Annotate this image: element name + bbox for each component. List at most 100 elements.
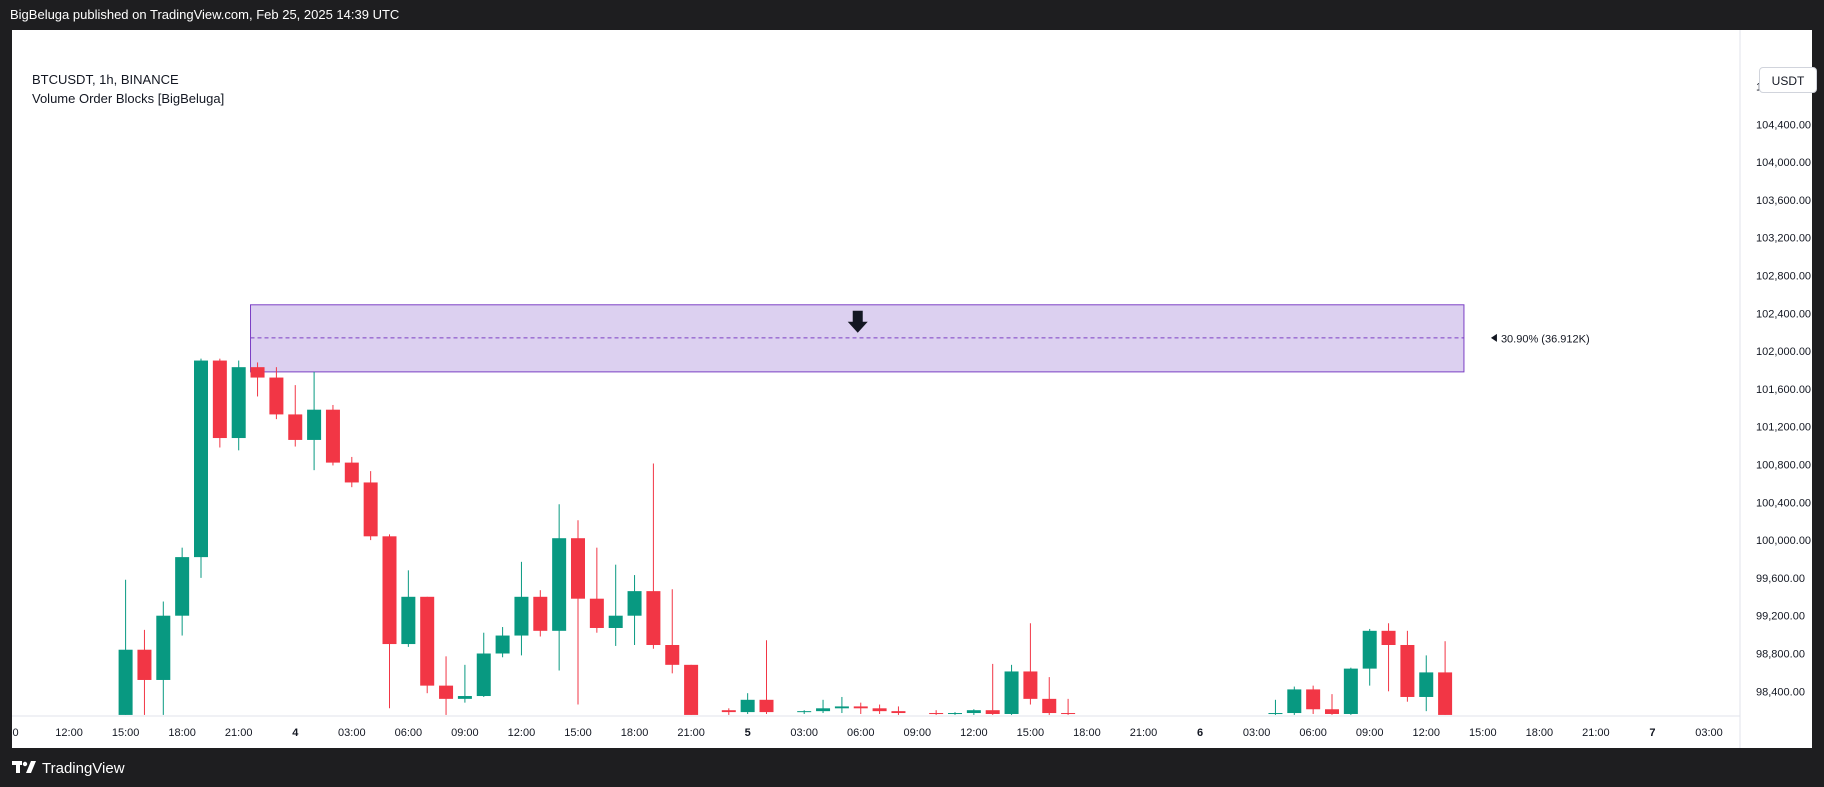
time-tick-label: 7 — [1649, 727, 1655, 739]
time-tick-label: 15:00 — [1469, 727, 1497, 739]
candle-body — [552, 538, 567, 631]
candle-body — [1362, 630, 1377, 669]
currency-button[interactable]: USDT — [1759, 67, 1817, 93]
indicator-label[interactable]: Volume Order Blocks [BigBeluga] — [32, 91, 225, 106]
candle-body — [1061, 713, 1076, 715]
candle-body — [118, 649, 133, 715]
time-tick-label: 21:00 — [677, 727, 705, 739]
candle-body — [382, 536, 397, 645]
price-tick-label: 102,800.00 — [1756, 271, 1811, 283]
time-tick-label: 15:00 — [1017, 727, 1045, 739]
price-tick-label: 98,800.00 — [1756, 649, 1805, 661]
price-tick-label: 100,000.00 — [1756, 535, 1811, 547]
price-tick-label: 101,200.00 — [1756, 422, 1811, 434]
price-tick-label: 104,400.00 — [1756, 119, 1811, 131]
time-tick-label: 6 — [1197, 727, 1203, 739]
time-tick-label: 4 — [292, 727, 299, 739]
candle-body — [571, 538, 585, 599]
candle-body — [231, 367, 246, 439]
price-tick-label: 99,600.00 — [1756, 573, 1805, 585]
candle-body — [1325, 709, 1339, 714]
candle-body — [514, 596, 529, 636]
candle-body — [420, 596, 435, 686]
publish-header: BigBeluga published on TradingView.com, … — [0, 0, 1824, 30]
price-tick-label: 104,000.00 — [1756, 157, 1811, 169]
candle-body — [1287, 689, 1302, 714]
time-tick-label: 18:00 — [168, 727, 196, 739]
candle-body — [759, 699, 774, 713]
price-tick-label: 100,800.00 — [1756, 460, 1811, 472]
candle-body — [608, 615, 623, 628]
time-tick-label: 06:00 — [395, 727, 423, 739]
candle-body — [589, 598, 604, 628]
time-tick-label: 03:00 — [1243, 727, 1271, 739]
time-tick-label: 06:00 — [847, 727, 875, 739]
candle-body — [872, 708, 887, 712]
time-tick-label: 03:00 — [790, 727, 818, 739]
candle-body — [929, 713, 944, 715]
candle-body — [325, 409, 340, 463]
time-tick-label: 18:00 — [1073, 727, 1101, 739]
candle-body — [721, 710, 736, 713]
time-tick-label: 5 — [745, 727, 751, 739]
label-pointer-icon — [1490, 333, 1497, 342]
candle-body — [269, 377, 284, 415]
candle-body — [288, 414, 303, 440]
time-tick-label: 21:00 — [1130, 727, 1158, 739]
time-tick-label: 12:00 — [508, 727, 536, 739]
symbol-label[interactable]: BTCUSDT, 1h, BINANCE — [32, 72, 179, 87]
candle-body — [684, 664, 699, 715]
candle-body — [250, 367, 265, 378]
candle-body — [212, 360, 227, 439]
price-tick-label: 103,600.00 — [1756, 195, 1811, 207]
time-tick-label: 15:00 — [112, 727, 140, 739]
candle-body — [1381, 630, 1396, 645]
candle-body — [307, 409, 322, 440]
candle-body — [1023, 671, 1038, 699]
candle-body — [665, 644, 680, 665]
candle-body — [966, 710, 981, 714]
time-tick-label: 12:00 — [960, 727, 988, 739]
time-tick-label: 09:00 — [1356, 727, 1384, 739]
candle-body — [740, 699, 755, 713]
candle-body — [476, 653, 491, 697]
footer-brand-text: TradingView — [42, 759, 125, 777]
price-tick-label: 101,600.00 — [1756, 384, 1811, 396]
candle-body — [344, 462, 359, 483]
candle-body — [1042, 698, 1057, 714]
price-tick-label: 102,000.00 — [1756, 346, 1811, 358]
candle-body — [985, 710, 1000, 714]
candle-body — [1268, 713, 1283, 715]
time-tick-label: 00 — [12, 727, 19, 739]
price-tick-label: 103,200.00 — [1756, 233, 1811, 245]
down-arrow-icon — [847, 310, 868, 333]
chart-panel[interactable]: BTCUSDT, 1h, BINANCE Volume Order Blocks… — [12, 30, 1817, 748]
time-tick-label: 18:00 — [1526, 727, 1554, 739]
candle-body — [439, 685, 454, 699]
time-tick-label: 21:00 — [1582, 727, 1610, 739]
candle-body — [816, 708, 831, 712]
price-tick-label: 102,400.00 — [1756, 308, 1811, 320]
time-tick-label: 15:00 — [564, 727, 592, 739]
order-block-volume-label: 30.90% (36.912K) — [1501, 333, 1590, 345]
candle-body — [1438, 672, 1453, 715]
candle-body — [457, 696, 472, 699]
time-tick-label: 21:00 — [225, 727, 253, 739]
price-chart[interactable]: 104,800.00104,400.00104,000.00103,600.00… — [12, 30, 1812, 748]
candle-body — [1306, 689, 1321, 710]
candle-body — [891, 711, 906, 714]
candle-body — [834, 706, 849, 709]
candle-body — [194, 360, 208, 558]
candle-body — [948, 713, 962, 715]
price-tick-label: 99,200.00 — [1756, 611, 1805, 623]
candle-body — [646, 591, 661, 645]
candle-body — [495, 635, 510, 654]
time-tick-label: 12:00 — [1412, 727, 1440, 739]
candle-body — [156, 615, 171, 680]
time-tick-label: 03:00 — [1695, 727, 1723, 739]
price-tick-label: 100,400.00 — [1756, 497, 1811, 509]
candle-body — [137, 649, 152, 680]
candle-body — [363, 482, 378, 537]
tradingview-brand[interactable]: TradingView — [12, 758, 125, 778]
candle-body — [401, 596, 416, 645]
